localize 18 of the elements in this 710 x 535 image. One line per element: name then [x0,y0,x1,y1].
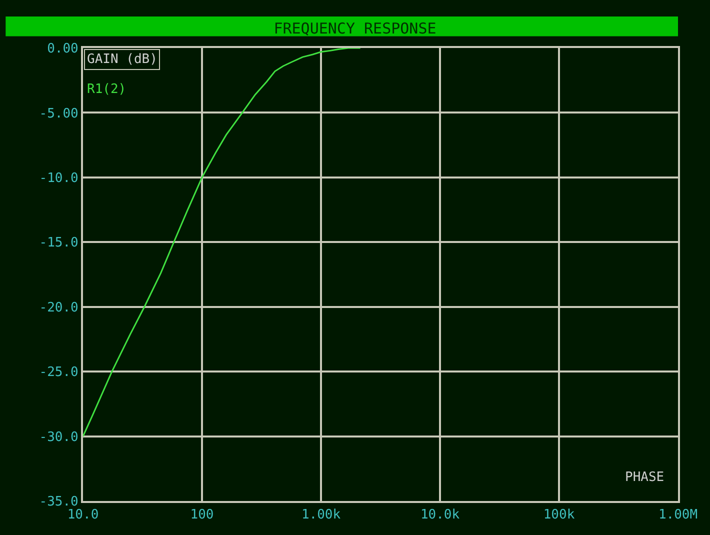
annotation: PHASE [625,470,664,485]
x-tick-label: 1.00M [658,508,698,523]
x-tick-label: 10.0k [420,508,460,523]
y-tick-label: 0.00 [47,42,78,57]
y-tick-label: -25.0 [39,365,78,380]
y-axis-title: GAIN (dB) [87,52,158,67]
text: R1(2) [87,82,126,97]
y-tick-label: -35.0 [39,494,78,510]
y-tick-label: -5.00 [39,106,78,122]
y-tick-label: -30.0 [39,430,78,445]
y-tick-label: -20.0 [39,300,78,316]
y-tick-label: -10.0 [39,170,78,186]
y-tick-label: -15.0 [39,236,78,251]
chart-title: FREQUENCY RESPONSE [274,19,436,38]
x-tick-label: 10.0 [67,508,99,523]
x-tick-label: 1.00k [301,508,341,523]
x-tick-label: 100k [543,508,575,523]
x-tick-label: 100 [190,508,214,523]
